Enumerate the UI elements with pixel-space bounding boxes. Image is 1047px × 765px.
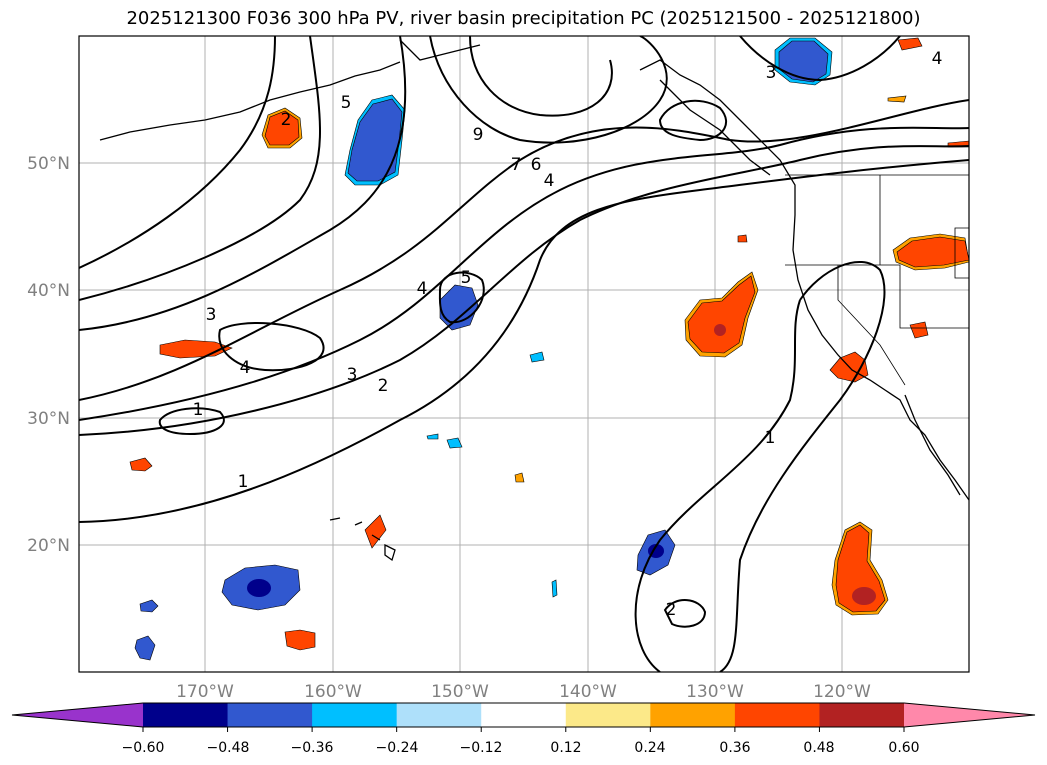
contour-label: 4 [932,49,943,69]
contour-label: 2 [666,600,677,620]
colorbar-segment [143,703,229,727]
colorbar-segment [396,703,482,727]
colorbar-tick-label: 0.12 [550,740,581,756]
colorbar-tick-label: −0.60 [122,740,165,756]
colorbar-tick-label: 0.48 [803,740,834,756]
lon-label: 160°W [304,682,362,702]
colorbar-tick-label: 0.60 [888,740,919,756]
lat-label: 40°N [27,281,70,301]
contour-label: 7 [511,155,522,175]
colorbar-tick-label: 0.36 [719,740,750,756]
colorbar-segment [312,703,398,727]
contour-label: 6 [531,155,542,175]
lon-label: 140°W [559,682,617,702]
longitude-labels: 170°W 160°W 150°W 140°W 130°W 120°W [176,682,871,702]
colorbar-tick-label: −0.12 [460,740,503,756]
latitude-labels: 50°N 40°N 30°N 20°N [27,154,70,556]
colorbar-extend-low [12,703,143,727]
lat-label: 20°N [27,536,70,556]
colorbar-segment [481,703,567,727]
contour-label: 4 [417,279,428,299]
contour-label: 3 [206,305,217,325]
lon-label: 120°W [813,682,871,702]
colorbar-tick-label: −0.36 [291,740,334,756]
pv-contours [79,36,969,672]
contour-label: 4 [240,358,251,378]
contour-label: 3 [766,63,777,83]
contour-label: 9 [473,125,484,145]
contour-labels: 9 6 4 7 5 4 3 4 3 2 1 1 1 2 3 4 2 5 [193,49,943,620]
colorbar-segment [227,703,313,727]
contour-label: 1 [238,472,249,492]
gridlines [79,36,969,672]
lon-label: 170°W [176,682,234,702]
contour-label: 5 [341,93,352,113]
colorbar-tick-label: −0.48 [207,740,250,756]
map-title: 2025121300 F036 300 hPa PV, river basin … [126,8,921,29]
colorbar-segment [650,703,736,727]
lat-label: 50°N [27,154,70,174]
precip-blob-negative [439,284,479,331]
precip-blob-positive [159,339,233,359]
colorbar-ticks: −0.60 −0.48 −0.36 −0.24 −0.12 0.12 0.24 … [122,740,920,756]
contour-label: 1 [765,428,776,448]
contour-label: 2 [281,110,292,130]
colorbar-segment [565,703,651,727]
colorbar-tick-label: −0.24 [376,740,419,756]
lon-label: 150°W [431,682,489,702]
colorbar-segment [734,703,820,727]
colorbar [11,702,1036,732]
contour-label: 2 [378,376,389,396]
colorbar-extend-high [904,703,1035,727]
lon-label: 130°W [686,682,744,702]
colorbar-tick-label: 0.24 [634,740,665,756]
contour-label: 4 [544,171,555,191]
contour-label: 5 [461,268,472,288]
lat-label: 30°N [27,409,70,429]
contour-label: 1 [193,400,204,420]
map-frame [78,35,970,673]
contour-label: 3 [347,365,358,385]
colorbar-segment [819,703,905,727]
